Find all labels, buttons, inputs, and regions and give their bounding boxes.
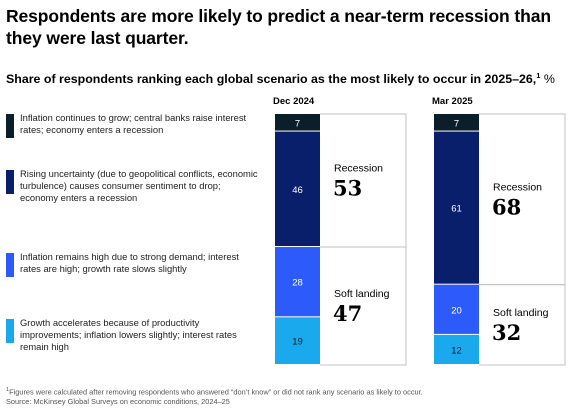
legend-swatch-inflation-grows	[6, 114, 14, 138]
legend-label-rising-uncertainty: Rising uncertainty (due to geopolitical …	[20, 168, 258, 204]
footnote-note-line: 1Figures were calculated after removing …	[6, 385, 581, 397]
legend-swatch-rising-uncertainty	[6, 170, 14, 194]
group-total-dec-2024-soft-landing: 47	[333, 301, 362, 326]
group-label-dec-2024-recession: Recession	[334, 163, 383, 175]
data-label-mar-2025-inflation-grows: 7	[454, 118, 459, 129]
bar-segment-dec-2024-rising-uncertainty	[275, 131, 320, 247]
bar-segment-dec-2024-inflation-high	[275, 247, 320, 317]
chart-headline: Respondents are more likely to predict a…	[6, 6, 551, 48]
data-label-mar-2025-rising-uncertainty: 61	[451, 204, 462, 215]
data-label-dec-2024-growth-accelerates: 19	[292, 337, 303, 348]
bar-segment-mar-2025-inflation-high	[434, 284, 479, 334]
footnote-note: Figures were calculated after removing r…	[9, 387, 423, 397]
group-total-mar-2025-recession: 68	[492, 194, 521, 219]
subtitle-footnote-marker: 1	[536, 71, 541, 80]
group-bracket-mar-2025-soft-landing	[479, 284, 566, 366]
data-label-dec-2024-inflation-high: 28	[292, 278, 303, 289]
footnote-marker: 1	[6, 387, 10, 393]
data-label-mar-2025-growth-accelerates: 12	[451, 345, 462, 356]
legend-swatch-growth-accelerates	[6, 319, 14, 343]
legend-swatch-inflation-high	[6, 253, 14, 277]
bar-segment-mar-2025-inflation-grows	[434, 114, 479, 131]
group-label-mar-2025-soft-landing: Soft landing	[493, 307, 549, 319]
group-total-dec-2024-recession: 53	[333, 176, 362, 201]
bar-segment-mar-2025-growth-accelerates	[434, 334, 479, 364]
legend-label-growth-accelerates: Growth accelerates because of productivi…	[20, 317, 237, 353]
group-label-mar-2025-recession: Recession	[493, 181, 542, 193]
period-label-dec-2024: Dec 2024	[273, 96, 315, 107]
footnote-source: Source: McKinsey Global Surveys on econo…	[6, 397, 230, 407]
subtitle-unit: %	[543, 72, 555, 87]
data-label-mar-2025-inflation-high: 20	[451, 305, 462, 316]
period-label-mar-2025: Mar 2025	[432, 96, 473, 107]
legend-label-inflation-high: Inflation remains high due to strong dem…	[20, 251, 239, 275]
bar-segment-mar-2025-rising-uncertainty	[434, 131, 479, 284]
legend-label-inflation-grows: Inflation continues to grow; central ban…	[20, 112, 247, 136]
bar-segment-dec-2024-growth-accelerates	[275, 317, 320, 364]
group-label-dec-2024-soft-landing: Soft landing	[334, 288, 390, 300]
bar-segment-dec-2024-inflation-grows	[275, 114, 320, 131]
chart-footnote: 1Figures were calculated after removing …	[6, 385, 581, 407]
group-total-mar-2025-soft-landing: 32	[492, 320, 521, 345]
data-label-dec-2024-rising-uncertainty: 46	[292, 185, 303, 196]
data-label-dec-2024-inflation-grows: 7	[295, 118, 300, 129]
group-bracket-dec-2024-soft-landing	[320, 246, 407, 366]
subtitle-text: Share of respondents ranking each global…	[6, 72, 537, 87]
chart-subtitle: Share of respondents ranking each global…	[6, 68, 581, 87]
